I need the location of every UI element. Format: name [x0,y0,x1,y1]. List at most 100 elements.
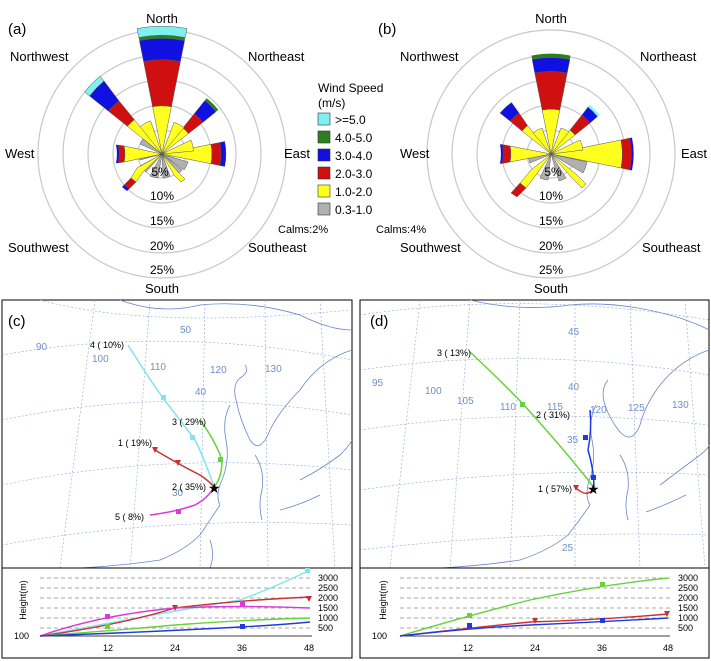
ring-label-25-a: 25% [150,263,174,277]
ytick-3000-d: 3000 [678,573,698,583]
traj-label-1-c: 1 ( 19%) [118,438,152,448]
legend-label: 4.0-5.0 [335,131,373,145]
calms-a: Calms:2% [278,224,328,236]
xtick-36-c: 36 [237,643,247,653]
dir-northwest-a: Northwest [10,49,69,64]
lon-110-d: 110 [500,402,516,413]
xtick-24-d: 24 [530,643,540,653]
lat-25-d: 25 [562,543,574,554]
ring-label-10-b: 10% [539,189,563,203]
legend-unit: (m/s) [318,96,345,110]
ytick-1500-c: 1500 [318,603,338,613]
panel-label-d: (d) [370,313,388,330]
lon-120-d: 120 [590,405,607,416]
traj-label-3-d: 3 ( 13%) [437,348,471,358]
ytick-500-d: 500 [678,623,693,633]
legend-swatch [317,202,331,216]
height-xticks-d: 12 24 36 48 [463,643,673,653]
legend-label: 3.0-4.0 [335,149,373,163]
dir-southeast-a: Southeast [248,240,307,255]
ring-label-15-a: 15% [150,214,174,228]
panel-label-a: (a) [8,21,26,38]
trajectory-markers-c: ★ [152,395,223,514]
legend-swatch [317,184,331,198]
xtick-48-c: 48 [304,643,314,653]
dir-west-b: West [400,146,430,161]
ring-label-20-b: 20% [539,239,563,253]
traj-label-1-d: 1 ( 57%) [538,484,572,494]
dir-south-b: South [534,281,568,296]
height-xticks-c: 12 24 36 48 [103,643,314,653]
xtick-36-d: 36 [597,643,607,653]
calms-b: Calms:4% [376,224,426,236]
lat-40-c: 40 [195,387,207,398]
traj-label-4-c: 4 ( 10%) [90,340,124,350]
xtick-48-d: 48 [663,643,673,653]
wind-rose-a: (a) [5,11,328,296]
xtick-24-c: 24 [170,643,180,653]
legend-swatch [317,130,331,144]
lat-35-d: 35 [567,435,579,446]
ytick-2000-d: 2000 [678,593,698,603]
ytick-1000-c: 1000 [318,613,338,623]
legend-swatch [317,148,331,162]
lon-100-c: 100 [92,354,109,365]
dir-southwest-a: Southwest [8,240,69,255]
height-markers-d [467,582,670,628]
height-plot-d: Height(m) 100 3000 2500 2000 1500 1000 5… [360,567,709,653]
trajectories-c [127,344,223,516]
dir-southeast-b: Southeast [642,240,701,255]
graticule-d [359,299,710,569]
ytick-1500-d: 1500 [678,603,698,613]
lat-30-c: 30 [172,488,184,499]
trajectory-labels-c: 1 ( 19%) 2 ( 35%) 3 ( 29%) 4 ( 10%) 5 ( … [90,340,206,522]
traj-label-2-d: 2 ( 31%) [536,410,570,420]
wind-rose-b: (b) [376,11,707,296]
direction-labels-b: North Northwest Northeast West East Sout… [400,11,707,296]
height-ylabel-c: Height(m) [18,580,28,620]
traj-label-5-c: 5 ( 8%) [115,512,144,522]
height-yticks-c: 3000 2500 2000 1500 1000 500 [318,573,338,633]
ytick-1000-d: 1000 [678,613,698,623]
trajectory-panel-d: (d) 95 100 105 110 [359,299,710,659]
legend-swatch [317,112,331,126]
lon-130-c: 130 [265,364,282,375]
receptor-star-c: ★ [208,480,221,496]
dir-north-a: North [146,11,178,26]
dir-south-a: South [145,281,179,296]
legend-label: >=5.0 [335,113,366,127]
ring-label-5-a: 5% [151,165,169,179]
height-traces-d [399,577,669,637]
map-numbers-d: 95 100 105 110 115 120 125 130 45 40 35 … [372,327,689,554]
ring-label-20-a: 20% [150,239,174,253]
lon-90-c: 90 [36,342,48,353]
height-yticks-d: 3000 2500 2000 1500 1000 500 [678,573,698,633]
dir-northeast-b: Northeast [640,49,697,64]
xtick-12-d: 12 [463,643,473,653]
ring-labels-a: 5% 10% 15% 20% 25% [150,165,174,277]
dir-southwest-b: Southwest [400,240,461,255]
lon-100-d: 100 [425,386,442,397]
ytick-2000-c: 2000 [318,593,338,603]
map-numbers-c: 90 100 110 120 130 50 40 30 [36,325,282,499]
traj-label-3-c: 3 ( 29%) [172,417,206,427]
ytick-2500-d: 2500 [678,583,698,593]
xtick-12-c: 12 [103,643,113,653]
dir-northwest-b: Northwest [400,49,459,64]
trajectory-markers-d: ★ [520,402,600,497]
ring-label-25-b: 25% [539,263,563,277]
panel-label-c: (c) [8,313,26,330]
legend-title: Wind Speed [318,81,383,95]
ring-label-15-b: 15% [539,214,563,228]
lat-40-d: 40 [568,382,580,393]
lon-95-d: 95 [372,378,384,389]
lat-50-c: 50 [180,325,192,336]
height-markers-c [105,568,312,629]
coastline-c [79,299,353,569]
ring-label-5-b: 5% [544,165,562,179]
legend-swatch [317,166,331,180]
lon-125-d: 125 [628,403,645,414]
ytick-500-c: 500 [318,623,333,633]
ring-label-10-a: 10% [150,189,174,203]
